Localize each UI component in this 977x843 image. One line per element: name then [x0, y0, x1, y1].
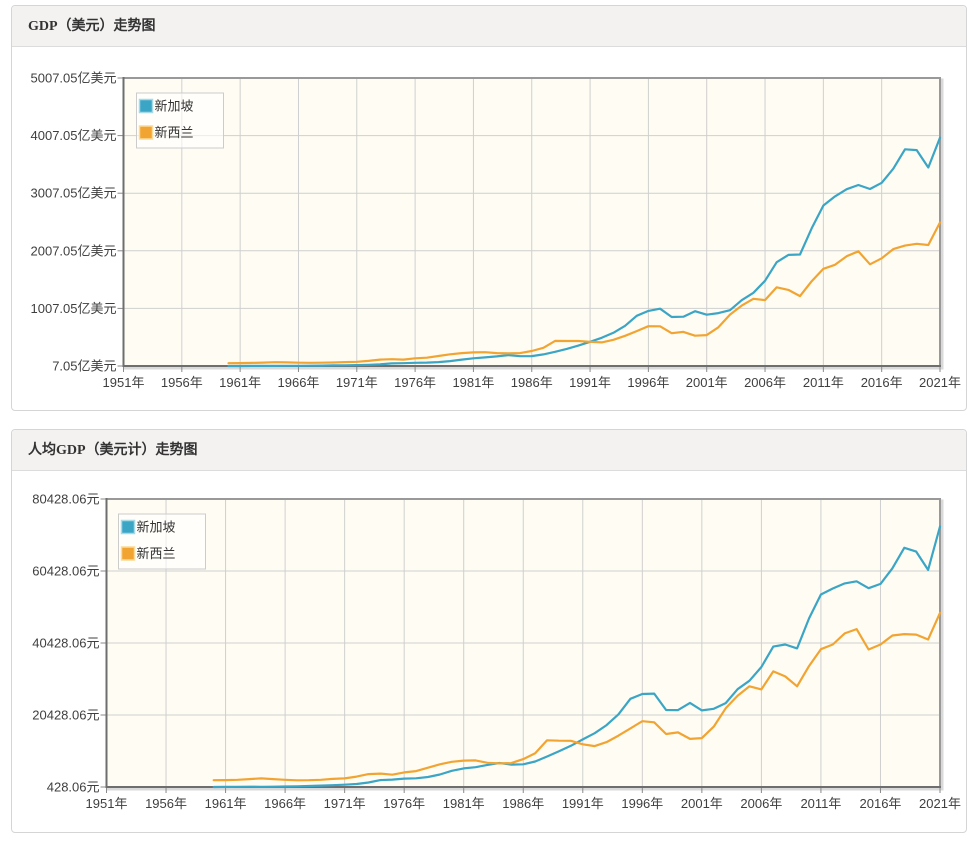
x-axis-label: 1996年: [627, 375, 669, 390]
y-axis-label: 80428.06元: [32, 492, 99, 507]
chart-title-gdp-per-capita: 人均GDP（美元计）走势图: [28, 443, 198, 458]
x-axis-label: 1991年: [562, 796, 604, 811]
y-axis-label: 5007.05亿美元: [31, 71, 117, 86]
x-axis-label: 1996年: [621, 796, 663, 811]
panel-gdp-per-capita: 人均GDP（美元计）走势图 1951年 1956年 1961年 1966年 1971年 1…: [11, 429, 967, 833]
x-axis-label: 2001年: [686, 375, 728, 390]
y-axis-label: 1007.05亿美元: [31, 301, 117, 316]
y-axis-label: 3007.05亿美元: [31, 186, 117, 201]
x-axis-label: 1956年: [145, 796, 187, 811]
x-axis-label: 2011年: [803, 375, 844, 390]
panel-gdp-per-capita-body: 1951年 1956年 1961年 1966年 1971年 1976年 1981年 1986年…: [12, 471, 966, 830]
y-axis-label: 60428.06元: [32, 564, 99, 579]
x-axis-label: 1951年: [103, 375, 145, 390]
x-axis-label: 2016年: [860, 796, 902, 811]
x-axis-label: 1956年: [161, 375, 203, 390]
x-axis-label: 1971年: [336, 375, 378, 390]
x-axis-label: 2006年: [740, 796, 782, 811]
chart-title-gdp: GDP（美元）走势图: [28, 19, 156, 34]
x-axis-label: 2021年: [919, 796, 961, 811]
legend-item-新加坡[interactable]: 新加坡: [138, 98, 194, 114]
series-lines: [227, 136, 942, 368]
x-axis-label: 2001年: [681, 796, 723, 811]
series-line-新西兰: [212, 611, 942, 782]
x-axis-label: 1986年: [511, 375, 553, 390]
panel-gdp-header: GDP（美元）走势图: [12, 6, 966, 47]
panel-gdp-per-capita-header: 人均GDP（美元计）走势图: [12, 430, 966, 471]
x-axis-label: 1961年: [219, 375, 261, 390]
legend-swatch: [120, 546, 136, 561]
legend-label: 新西兰: [155, 125, 194, 140]
legend-item-新西兰[interactable]: 新西兰: [120, 546, 176, 561]
x-axis-label: 1976年: [383, 796, 425, 811]
y-axis-label: 4007.05亿美元: [31, 128, 117, 143]
x-axis-label: 2006年: [744, 375, 786, 390]
series-line-新西兰: [227, 221, 942, 365]
x-axis-label: 1986年: [502, 796, 544, 811]
legend-item-新加坡[interactable]: 新加坡: [120, 519, 176, 535]
y-axis-label: 20428.06元: [32, 708, 99, 723]
x-axis-label: 1991年: [569, 375, 611, 390]
x-axis-label: 1976年: [394, 375, 436, 390]
x-axis-label: 1981年: [443, 796, 485, 811]
y-axis-label: 2007.05亿美元: [31, 243, 117, 258]
legend-label: 新西兰: [137, 546, 176, 561]
series-line-新加坡: [227, 136, 942, 368]
x-axis-label: 1951年: [86, 796, 128, 811]
legend-swatch: [138, 125, 154, 140]
y-axis-labels: 428.06元 20428.06元 40428.06元 60428.06元 80428.…: [32, 492, 99, 795]
x-axis-label: 1961年: [205, 796, 247, 811]
y-axis-label: 40428.06元: [32, 636, 99, 651]
x-axis-label: 1971年: [324, 796, 366, 811]
y-gridlines: [123, 135, 940, 309]
x-axis-label: 2016年: [861, 375, 903, 390]
x-axis-label: 2021年: [919, 375, 961, 390]
y-gridlines: [106, 570, 940, 716]
y-axis-labels: 7.05亿美元 1007.05亿美元 2007.05亿美元 3007.05亿美元 400…: [31, 71, 117, 374]
legend-swatch: [120, 519, 136, 535]
x-axis-label: 1966年: [264, 796, 306, 811]
panel-gdp-body: 1951年 1956年 1961年 1966年 1971年 1976年 1981年 1986年…: [12, 47, 966, 408]
y-axis-label: 428.06元: [47, 780, 100, 795]
legend-item-新西兰[interactable]: 新西兰: [138, 125, 194, 140]
x-axis-label: 1966年: [278, 375, 320, 390]
gdp-per-capita-trend-chart[interactable]: 1951年 1956年 1961年 1966年 1971年 1976年 1981年 1986年…: [12, 471, 964, 830]
gdp-trend-chart[interactable]: 1951年 1956年 1961年 1966年 1971年 1976年 1981年 1986年…: [12, 47, 964, 408]
x-axis-label: 1981年: [452, 375, 494, 390]
x-gridlines: [181, 78, 883, 366]
y-axis-label: 7.05亿美元: [52, 359, 116, 374]
legend-label: 新加坡: [137, 520, 176, 535]
x-axis-labels: 1951年 1956年 1961年 1966年 1971年 1976年 1981年 1986年…: [86, 796, 961, 811]
panel-gdp: GDP（美元）走势图 1951年 1956年 1961年 1966年 1971年 1976…: [11, 5, 967, 411]
x-axis-label: 2011年: [800, 796, 841, 811]
x-axis-labels: 1951年 1956年 1961年 1966年 1971年 1976年 1981年 1986年…: [103, 375, 961, 390]
legend-label: 新加坡: [155, 99, 194, 114]
legend-swatch: [138, 98, 154, 114]
series-lines: [212, 525, 942, 789]
